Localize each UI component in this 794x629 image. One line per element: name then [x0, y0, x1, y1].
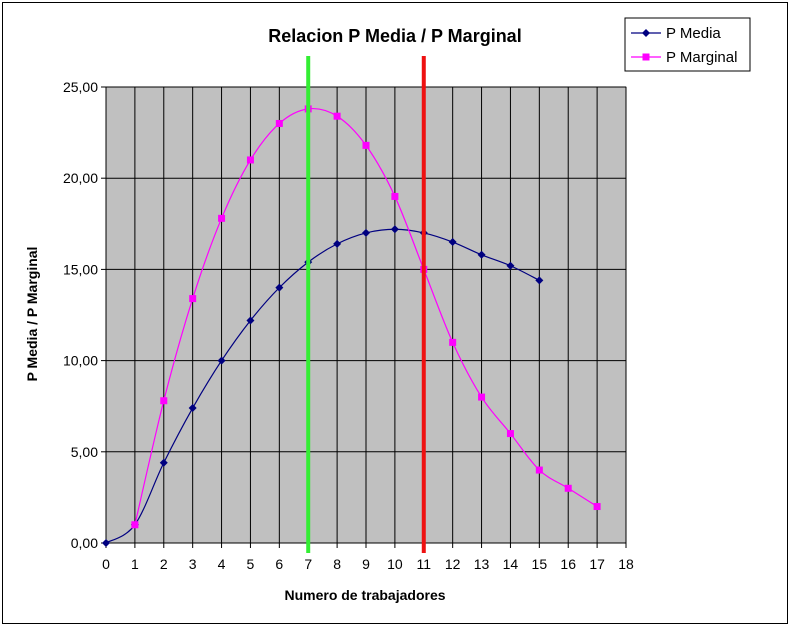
x-tick-label: 13 [474, 556, 490, 572]
data-point-p-marginal [362, 141, 370, 149]
data-point-p-marginal [478, 393, 486, 401]
x-tick-label: 15 [532, 556, 548, 572]
data-point-p-marginal [160, 397, 168, 405]
legend-box [624, 17, 751, 72]
x-tick-label: 6 [275, 556, 283, 572]
data-point-p-marginal [449, 338, 457, 346]
chart-title: Relacion P Media / P Marginal [268, 26, 521, 46]
data-point-p-media [159, 458, 168, 467]
legend-label-p-media: P Media [666, 25, 721, 42]
legend-label-p-marginal: P Marginal [666, 49, 737, 66]
x-tick-label: 0 [102, 556, 110, 572]
data-point-p-media [188, 404, 197, 413]
x-tick-label: 3 [189, 556, 197, 572]
x-tick-label: 5 [247, 556, 255, 572]
data-point-p-marginal [564, 484, 572, 492]
x-tick-label: 10 [387, 556, 403, 572]
data-point-p-media [275, 283, 284, 292]
data-point-p-marginal [189, 295, 197, 303]
legend-marker-p-marginal [642, 53, 650, 61]
legend: P Media P Marginal [624, 17, 751, 72]
data-point-p-marginal [131, 521, 139, 529]
data-point-p-media [535, 276, 544, 285]
data-point-p-media [477, 250, 486, 259]
y-tick-label: 15,00 [63, 261, 98, 277]
x-tick-label: 8 [333, 556, 341, 572]
data-point-p-media [448, 238, 457, 247]
y-tick-label: 10,00 [63, 353, 98, 369]
y-tick-label: 0,00 [71, 535, 98, 551]
y-axis-label: P Media / P Marginal [24, 247, 40, 382]
data-point-p-marginal [391, 192, 399, 200]
x-tick-label: 2 [160, 556, 168, 572]
x-tick-label: 12 [445, 556, 461, 572]
x-tick-label: 1 [131, 556, 139, 572]
data-point-p-media [390, 225, 399, 234]
y-tick-label: 5,00 [71, 444, 98, 460]
data-point-p-marginal [246, 156, 254, 164]
x-tick-label: 14 [503, 556, 519, 572]
data-point-p-marginal [218, 214, 226, 222]
data-point-p-marginal [535, 466, 543, 474]
x-tick-label: 7 [304, 556, 312, 572]
x-tick-label: 16 [560, 556, 576, 572]
data-point-p-marginal [593, 503, 601, 511]
data-point-p-marginal [333, 112, 341, 120]
x-axis-label: Numero de trabajadores [284, 587, 445, 603]
x-tick-label: 4 [218, 556, 226, 572]
data-point-p-media [333, 239, 342, 248]
legend-marker-p-media [642, 29, 650, 37]
series-line-p-media [105, 228, 540, 544]
data-point-p-marginal [275, 119, 283, 127]
data-point-p-media [246, 316, 255, 325]
y-tick-label: 25,00 [63, 79, 98, 95]
data-point-p-media [217, 356, 226, 365]
data-point-p-media [506, 261, 515, 270]
data-point-p-media [362, 228, 370, 237]
y-tick-label: 20,00 [63, 170, 98, 186]
x-tick-label: 9 [362, 556, 370, 572]
x-tick-label: 18 [618, 556, 634, 572]
x-tick-label: 17 [589, 556, 605, 572]
data-point-p-marginal [506, 430, 514, 438]
data-point-p-media [102, 539, 110, 547]
x-tick-label: 11 [417, 556, 432, 572]
